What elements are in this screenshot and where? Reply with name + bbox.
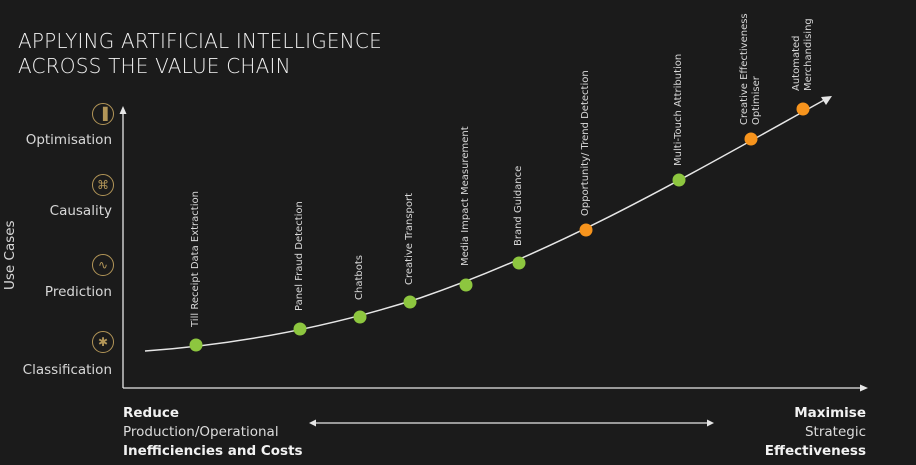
network-nodes-icon: ⌘	[92, 174, 114, 196]
point-till-receipt-data-extraction	[189, 338, 203, 352]
strategic-label: Strategic	[804, 424, 866, 440]
title-line-1: APPLYING ARTIFICIAL INTELLIGENCE	[18, 29, 382, 53]
point-automated	[796, 102, 810, 116]
cluster-icon: ✱	[92, 331, 114, 353]
y-level-causality: Causality	[49, 203, 112, 219]
point-label-line: Automated	[791, 35, 802, 91]
bar-chart-icon: ▐	[92, 103, 114, 125]
y-level-optimisation: Optimisation	[25, 132, 112, 148]
point-label-line: Multi-Touch Attribution	[673, 53, 684, 166]
inefficiencies-label: Inefficiencies and Costs	[123, 443, 303, 459]
sine-curve-icon: ∿	[92, 254, 114, 276]
point-creative-transport	[403, 295, 417, 309]
point-label-line: Brand Guidance	[513, 165, 524, 246]
point-label-line: Optimiser	[751, 76, 762, 125]
point-label-line: Chatbots	[354, 255, 365, 300]
production-label: Production/Operational	[123, 424, 279, 440]
y-axis-arrow	[119, 106, 127, 114]
point-label: Panel Fraud Detection	[294, 201, 306, 311]
y-axis-label: Use Cases	[2, 220, 18, 290]
point-label-line: Till Receipt Data Extraction	[190, 191, 201, 327]
point-chatbots	[353, 310, 367, 324]
x-axis-arrow	[860, 384, 868, 392]
point-label-line: Merchandising	[803, 18, 814, 91]
point-label-line: Opportunity/ Trend Detection	[580, 70, 591, 216]
point-label: Brand Guidance	[513, 166, 525, 246]
point-label: Automated Merchandising	[791, 18, 815, 91]
y-level-prediction: Prediction	[44, 284, 112, 300]
reduce-label: Reduce	[123, 405, 179, 421]
point-opportunity-trend-detection	[579, 223, 593, 237]
point-label-line: Panel Fraud Detection	[294, 201, 305, 311]
point-creative-effectiveness	[744, 132, 758, 146]
y-level-classification: Classification	[22, 362, 112, 378]
x-axis-left-label: Reduce Production/Operational Inefficien…	[123, 404, 303, 461]
point-media-impact-measurement	[459, 278, 473, 292]
x-axis-right-label: Maximise Strategic Effectiveness	[765, 404, 866, 461]
maturity-curve	[144, 98, 827, 352]
point-label: Creative Effectiveness Optimiser	[739, 13, 763, 125]
title-line-2: ACROSS THE VALUE CHAIN	[18, 54, 291, 78]
page-title: APPLYING ARTIFICIAL INTELLIGENCE ACROSS …	[18, 29, 382, 79]
point-label-line: Creative Transport	[404, 192, 415, 285]
point-label: Opportunity/ Trend Detection	[580, 70, 592, 216]
point-brand-guidance	[512, 256, 526, 270]
point-panel-fraud-detection	[293, 322, 307, 336]
range-arrow-left	[309, 419, 316, 427]
point-label: Chatbots	[354, 255, 366, 300]
curve-arrow	[821, 96, 832, 105]
effectiveness-label: Effectiveness	[764, 443, 866, 459]
range-arrow-right	[707, 419, 714, 427]
point-label: Media Impact Measurement	[460, 126, 472, 266]
point-label-line: Media Impact Measurement	[460, 126, 471, 266]
maximise-label: Maximise	[794, 405, 866, 421]
point-label: Creative Transport	[404, 193, 416, 285]
point-multi-touch-attribution	[672, 173, 686, 187]
point-label: Till Receipt Data Extraction	[190, 191, 202, 327]
point-label: Multi-Touch Attribution	[673, 54, 685, 166]
point-label-line: Creative Effectiveness	[739, 13, 750, 125]
